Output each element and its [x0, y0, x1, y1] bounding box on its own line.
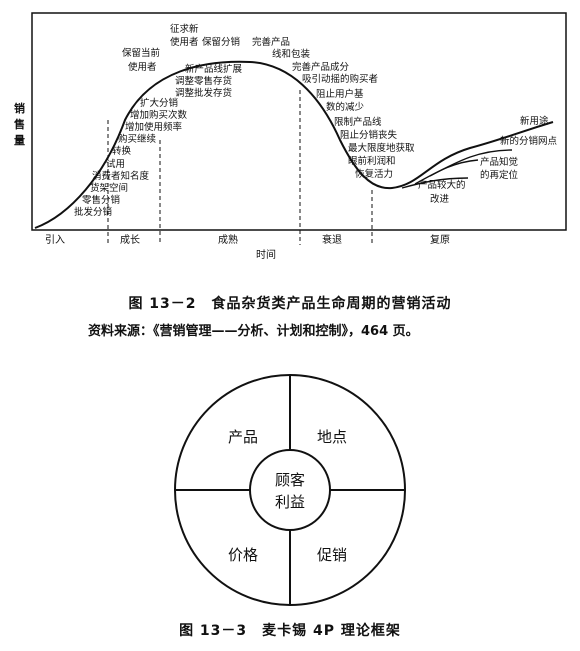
figure1-source: 资料来源：《营销管理——分析、计划和控制》，464 页。 [88, 324, 419, 339]
stage-label-decline: 衰退 [322, 233, 342, 246]
annotation: 改进 [430, 193, 450, 205]
annotation: 转换 [112, 145, 132, 157]
annotation: 扩大分销 [140, 97, 179, 109]
annotation: 增加使用频率 [125, 121, 183, 133]
annotation: 的再定位 [480, 169, 519, 181]
annotation: 最大限度地获取 [348, 142, 415, 154]
life-cycle-curve [34, 60, 554, 229]
annotation: 增加购买次数 [130, 109, 188, 121]
annotation: 零售分销 [82, 194, 121, 206]
quadrant-price: 价格 [228, 546, 258, 564]
y-axis-label-2: 售 [13, 117, 25, 131]
annotation: 数的减少 [326, 101, 365, 113]
annotation: 使用者 [170, 36, 199, 48]
annotation: 购买继续 [118, 133, 157, 145]
annotation: 征求新 [170, 23, 199, 35]
annotation: 产品较大的 [418, 179, 466, 191]
annotation: 眼前利润和 [348, 155, 396, 167]
annotation: 限制产品线 [334, 116, 382, 128]
center-circle [249, 449, 331, 531]
annotation: 试用 [106, 158, 125, 170]
annotation: 保留分销 [202, 36, 241, 48]
center-label-2: 利益 [275, 493, 305, 511]
quadrant-promotion: 促销 [317, 546, 347, 564]
revival-branch-1 [401, 177, 469, 189]
annotation: 保留当前 [122, 47, 160, 59]
annotation: 吸引动摇的购买者 [302, 73, 378, 85]
annotation: 恢复活力 [355, 168, 393, 180]
y-axis-label-1: 销 [14, 101, 25, 115]
annotation: 批发分销 [74, 206, 113, 218]
stage-label-maturity: 成熟 [218, 233, 238, 246]
stage-label-growth: 成长 [120, 234, 140, 246]
annotation: 新产品线扩展 [185, 63, 243, 75]
y-axis-label-3: 量 [14, 134, 25, 147]
annotation: 使用者 [128, 61, 157, 73]
annotation: 新用途 [520, 115, 549, 127]
quadrant-place: 地点 [317, 428, 347, 446]
figure2-caption: 图 13－3 麦卡锡 4P 理论框架 [179, 623, 401, 639]
stage-label-intro: 引入 [45, 234, 65, 246]
annotation: 线和包装 [272, 48, 311, 60]
stage-label-revival: 复原 [430, 233, 450, 246]
annotation: 产品知觉 [480, 156, 518, 168]
annotation: 阻止用户基 [316, 88, 364, 100]
annotation: 调整零售存货 [175, 75, 232, 87]
four-p-diagram: 顾客 利益 产品 地点 价格 促销 [174, 374, 406, 606]
annotation: 货架空间 [90, 182, 128, 194]
quadrant-product: 产品 [228, 428, 258, 446]
annotation: 消费者知名度 [92, 170, 150, 182]
figure1-caption: 图 13－2 食品杂货类产品生命周期的营销活动 [128, 296, 452, 312]
annotation: 调整批发存货 [175, 87, 232, 99]
center-label-1: 顾客 [275, 471, 305, 489]
annotation: 阻止分销丧失 [340, 129, 398, 141]
annotation: 完善产品成分 [292, 61, 350, 73]
life-cycle-chart: 销 售 量 引入 成长 成熟 衰退 复原 时间 批发分销 零售分销 货架空间 消… [13, 12, 567, 261]
annotation: 新的分销网点 [500, 135, 558, 147]
revival-branch-3 [429, 149, 513, 177]
x-axis-label: 时间 [256, 248, 276, 261]
annotation: 完善产品 [252, 36, 290, 48]
